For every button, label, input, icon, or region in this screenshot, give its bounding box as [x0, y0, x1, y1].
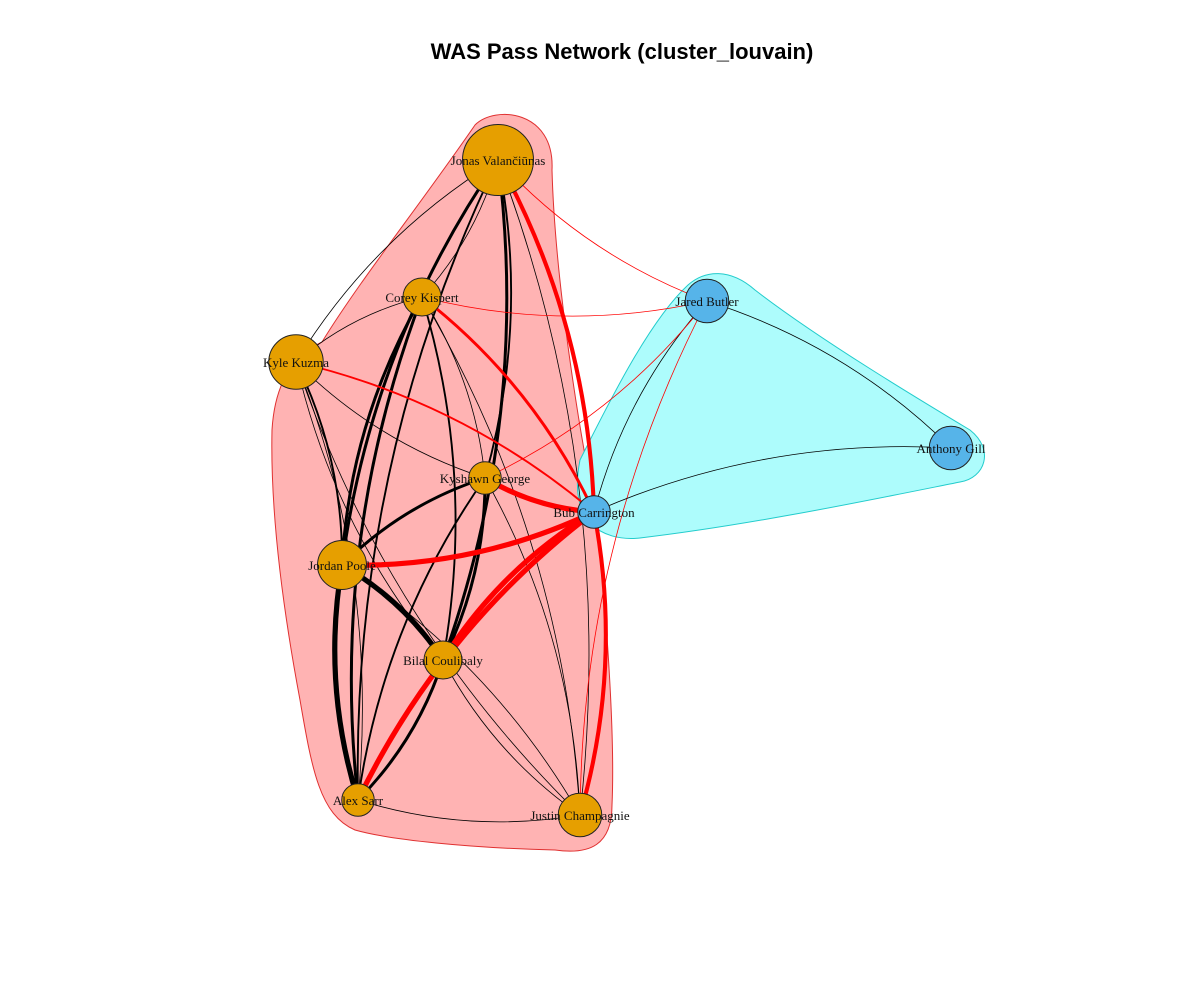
edge-jp-jc — [341, 564, 581, 816]
node-label-ag: Anthony Gill — [917, 441, 986, 456]
edge-kk-bub — [295, 361, 595, 513]
edge-kg-as — [357, 477, 486, 801]
edge-jv-kg — [484, 159, 513, 479]
node-ck[interactable] — [402, 277, 442, 317]
edge-jv-bub — [496, 159, 597, 513]
edge-ck-bc — [421, 296, 457, 661]
edge-jv-as — [356, 159, 499, 801]
edge-kg-jc — [484, 477, 581, 816]
cluster-hulls — [271, 114, 985, 852]
node-label-jv: Jonas Valančiūnas — [451, 153, 546, 168]
cluster-1-hull — [271, 114, 614, 852]
node-bc[interactable] — [423, 640, 463, 680]
node-label-jc: Justin Champagnie — [530, 808, 630, 823]
edge-kg-bc — [441, 477, 487, 661]
node-jc[interactable] — [557, 792, 603, 838]
edge-bc-jc — [442, 659, 581, 816]
node-ag[interactable] — [928, 425, 974, 471]
node-label-jb: Jared Butler — [675, 294, 739, 309]
edge-jc-jb — [579, 300, 708, 816]
edge-as-jc — [357, 799, 581, 823]
node-label-ck: Corey Kispert — [385, 290, 459, 305]
node-jp[interactable] — [317, 540, 367, 590]
edge-as-bub — [355, 509, 596, 802]
edge-jb-ag — [706, 300, 952, 449]
node-kk[interactable] — [268, 334, 324, 390]
node-bub[interactable] — [577, 495, 611, 529]
node-label-kg: Kyshawn George — [440, 471, 531, 486]
edge-ck-jb — [421, 296, 708, 317]
edge-kk-jc — [295, 361, 581, 816]
edge-jv-bc — [441, 159, 509, 661]
edge-ck-as — [349, 296, 424, 801]
edge-jp-bub — [341, 509, 596, 568]
node-jb[interactable] — [684, 278, 730, 324]
edge-ck-kg — [421, 296, 486, 479]
node-label-jp: Jordan Poole — [308, 558, 376, 573]
node-label-bub: Bub Carrington — [553, 505, 635, 520]
node-label-as: Alex Sarr — [333, 793, 384, 808]
diagram-title: WAS Pass Network (cluster_louvain) — [431, 39, 814, 64]
cluster-2-hull — [577, 273, 985, 539]
node-kg[interactable] — [468, 461, 502, 495]
node-jv[interactable] — [462, 124, 534, 196]
edge-ag-bub — [593, 446, 952, 513]
edge-jp-as — [332, 564, 361, 801]
edge-jb-kg — [484, 300, 708, 479]
edge-jv-jp — [340, 159, 500, 566]
node-label-bc: Bilal Coulibaly — [403, 653, 483, 668]
node-label-kk: Kyle Kuzma — [263, 355, 329, 370]
edge-jv-kk — [295, 159, 499, 363]
edge-kk-kg — [295, 361, 486, 479]
edge-ck-bub — [421, 295, 596, 513]
nodes-layer: Jonas Valančiūnas Corey Kispert Kyle Kuzma… — [263, 124, 986, 838]
node-as[interactable] — [341, 783, 375, 817]
edge-jc-bub — [578, 511, 608, 816]
